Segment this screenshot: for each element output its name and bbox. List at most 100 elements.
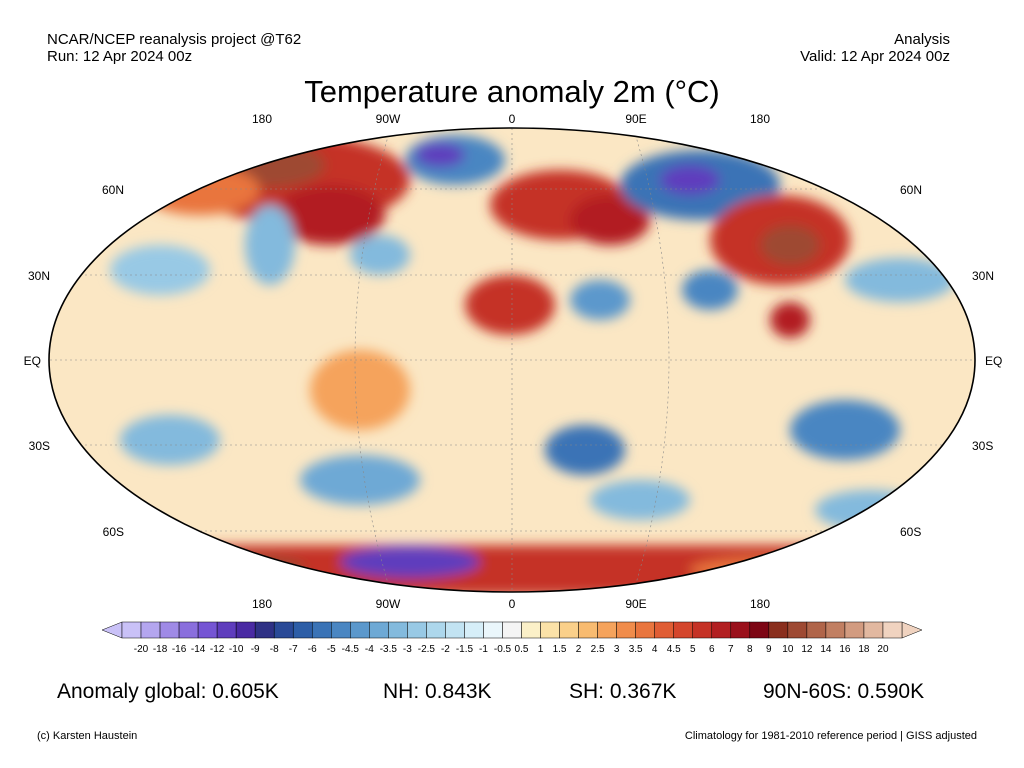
lat-right-label: 60S [900,525,921,539]
lat-left-label: 60S [103,525,124,539]
globe-outline [48,127,976,593]
colorbar-tick-label: 12 [801,644,813,655]
colorbar-cell [692,621,712,639]
lon-top-label: 180 [252,112,272,126]
colorbar-cell [369,621,389,639]
colorbar-cell [635,621,655,639]
colorbar-cell [502,621,522,639]
colorbar-tick-label: 5 [690,644,696,655]
colorbar-tick-label: -1.5 [456,644,474,655]
colorbar-tick-label: -12 [210,644,225,655]
colorbar-cell [388,621,408,639]
colorbar-tick-label: -4.5 [342,644,360,655]
colorbar-cell [121,621,142,639]
colorbar-cell [407,621,427,639]
colorbar-tick-label: -2 [441,644,450,655]
colorbar-cell [273,621,294,639]
colorbar-cell [197,621,218,639]
lon-bottom-label: 0 [509,597,516,610]
colorbar-tick-label: -1 [479,644,488,655]
colorbar-labels: -20 -18 -16 -14 -12 -10 -9 -8 -7 -6 -5 -4.5 -4 -3.5 -3… [134,644,889,655]
colorbar-tick-label: 6 [709,644,715,655]
lon-bottom-label: 180 [252,597,272,610]
colorbar-tick-label: 8 [747,644,753,655]
colorbar-tick-label: 14 [820,644,832,655]
lat-right-label: EQ [985,354,1002,368]
colorbar-tick-label: 16 [839,644,851,655]
colorbar-tick-label: 4 [652,644,658,655]
map-title: Temperature anomaly 2m (°C) [304,74,720,109]
colorbar-cell [806,621,827,639]
lon-top-label: 90W [376,112,401,126]
colorbar-cell [768,621,789,639]
map-field [49,128,975,592]
colorbar-tick-label: 4.5 [667,644,681,655]
colorbar-cell [426,621,446,639]
colorbar-cell [578,621,598,639]
valid-label: Valid: 12 Apr 2024 00z [800,48,950,65]
colorbar-tick-label: -0.5 [494,644,512,655]
colorbar-cell [787,621,808,639]
colorbar-tick-label: -5 [327,644,336,655]
colorbar-tick-label: 3.5 [629,644,643,655]
lon-bottom-label: 180 [750,597,770,610]
colorbar-cell [844,621,865,639]
colorbar-cell [540,621,560,639]
colorbar-cell [254,621,275,639]
lat-left-label: 30S [29,439,50,453]
colorbar-tick-label: 1 [538,644,544,655]
colorbar-tick-label: -14 [191,644,206,655]
colorbar-tick-label: -2.5 [418,644,436,655]
colorbar-tick-label: -9 [251,644,260,655]
colorbar-cell [159,621,180,639]
lon-top-label: 90E [625,112,646,126]
colorbar-tick-label: -10 [229,644,244,655]
colorbar-cell [730,621,751,639]
colorbar-cell [235,621,256,639]
stat-global: Anomaly global: 0.605K [57,680,279,703]
colorbar-cell [445,621,465,639]
colorbar-cell [863,621,884,639]
colorbar-cell [616,621,636,639]
colorbar-cell [749,621,770,639]
mode-label: Analysis [894,31,950,48]
colorbar-cells [101,621,923,639]
lon-bottom-label: 90E [625,597,646,610]
colorbar-tick-label: 1.5 [553,644,567,655]
colorbar-cell [216,621,237,639]
colorbar-cell [597,621,617,639]
climatology-label: Climatology for 1981-2010 reference peri… [684,730,977,742]
colorbar-tick-label: -3 [403,644,412,655]
colorbar-tick-label: -18 [153,644,168,655]
colorbar-cell [654,621,674,639]
colorbar-tick-label: 20 [877,644,889,655]
lat-right-label: 60N [900,183,922,197]
lon-top-label: 180 [750,112,770,126]
colorbar-tick-label: -8 [270,644,279,655]
lat-right-label: 30S [972,439,993,453]
colorbar-tick-label: 0.5 [515,644,529,655]
colorbar-cell [673,621,693,639]
lon-top-label: 0 [509,112,516,126]
colorbar-tick-label: 9 [766,644,772,655]
colorbar-cell [140,621,161,639]
lon-bottom-label: 90W [376,597,401,610]
colorbar-cell [711,621,732,639]
colorbar-tick-label: 7 [728,644,734,655]
colorbar-tick-label: -4 [365,644,374,655]
stat-sh: SH: 0.367K [569,680,677,703]
colorbar-cell [559,621,579,639]
colorbar-arrow-right [901,621,923,639]
colorbar-arrow-left [101,621,123,639]
lat-left-label: 30N [28,269,50,283]
colorbar-cell [483,621,503,639]
colorbar-cell [178,621,199,639]
colorbar-cell [331,621,351,639]
colorbar-tick-label: 18 [858,644,870,655]
credit-label: (c) Karsten Haustein [37,730,138,742]
colorbar-tick-label: -3.5 [380,644,398,655]
lat-left-label: 60N [102,183,124,197]
colorbar-tick-label: -16 [172,644,187,655]
colorbar-tick-label: 10 [782,644,794,655]
stat-arctic: 90N-60S: 0.590K [763,680,925,703]
